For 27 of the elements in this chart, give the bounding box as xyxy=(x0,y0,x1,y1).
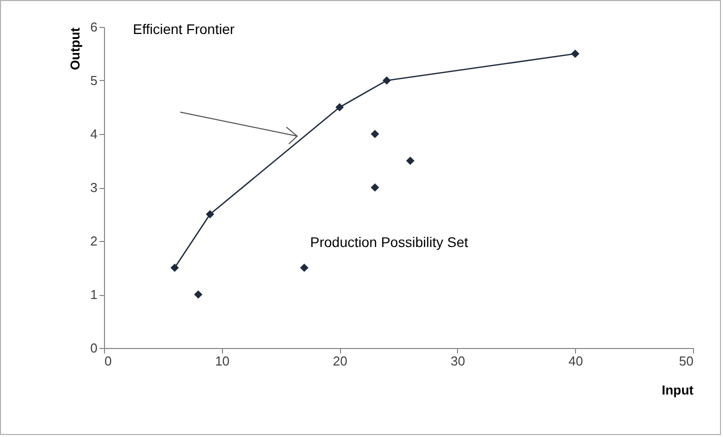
y-tick-label: 0 xyxy=(90,340,98,356)
point xyxy=(406,156,414,165)
annotation: Production Possibility Set xyxy=(310,234,468,250)
point xyxy=(300,264,308,272)
x-axis-title: Input xyxy=(662,382,694,398)
x-tick-label: 0 xyxy=(104,354,112,368)
x-tick-label: 10 xyxy=(215,354,230,368)
y-axis-title: Output xyxy=(67,26,82,70)
y-tick-label: 2 xyxy=(90,234,98,248)
point xyxy=(206,210,214,218)
y-tick-label: 5 xyxy=(90,73,98,88)
point xyxy=(170,264,179,272)
point xyxy=(194,290,202,299)
y-tick-label: 4 xyxy=(90,126,98,142)
point xyxy=(370,183,380,192)
x-tick-label: 50 xyxy=(679,354,694,368)
point xyxy=(382,76,391,85)
point xyxy=(571,50,580,58)
point xyxy=(370,130,380,138)
y-tick-label: 3 xyxy=(90,180,98,195)
annotation: Efficient Frontier xyxy=(132,21,235,38)
y-tick-label: 1 xyxy=(90,287,98,302)
x-tick-label: 20 xyxy=(332,354,348,368)
x-tick-label: 30 xyxy=(450,354,466,368)
x-tick-label: 40 xyxy=(568,354,583,368)
point xyxy=(335,103,344,112)
y-tick-label: 6 xyxy=(90,20,98,34)
